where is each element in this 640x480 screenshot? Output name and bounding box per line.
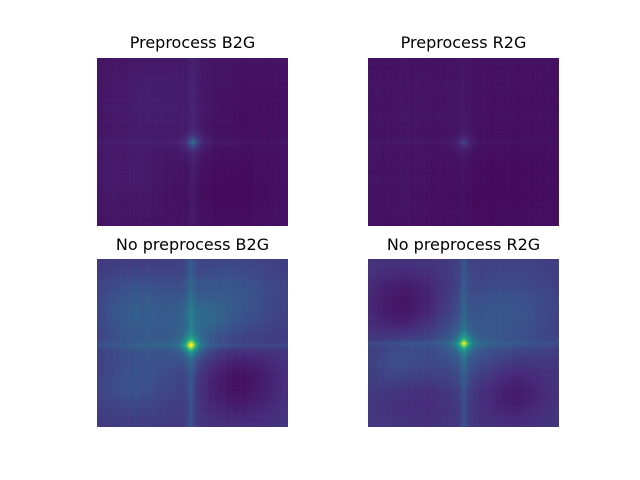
panel-title-preprocess-b2g: Preprocess B2G bbox=[129, 33, 256, 52]
heatmap-no-preprocess-r2g bbox=[368, 259, 559, 427]
panel-title-preprocess-r2g: Preprocess R2G bbox=[400, 33, 527, 52]
heatmap-no-preprocess-b2g bbox=[97, 259, 288, 427]
heatmap-preprocess-b2g bbox=[97, 58, 288, 226]
heatmap-preprocess-r2g bbox=[368, 58, 559, 226]
panel-title-no-preprocess-r2g: No preprocess R2G bbox=[386, 235, 541, 254]
panel-title-no-preprocess-b2g: No preprocess B2G bbox=[115, 235, 270, 254]
